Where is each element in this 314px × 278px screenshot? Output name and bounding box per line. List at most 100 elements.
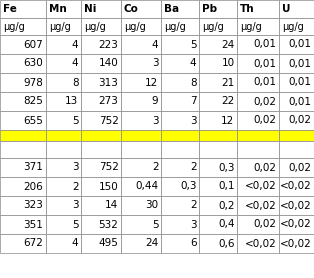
Bar: [121, 18, 161, 35]
Bar: [46, 111, 81, 130]
Text: 3: 3: [72, 163, 78, 173]
Text: 0,01: 0,01: [253, 39, 277, 49]
Bar: [81, 0, 121, 18]
Bar: [161, 215, 199, 234]
Text: Mn: Mn: [49, 4, 67, 14]
Bar: [279, 35, 314, 54]
Text: 206: 206: [24, 182, 44, 192]
Bar: [279, 196, 314, 215]
Text: 351: 351: [24, 220, 44, 230]
Bar: [199, 18, 237, 35]
Text: μg/g: μg/g: [202, 21, 224, 31]
Bar: [161, 196, 199, 215]
Bar: [199, 130, 237, 141]
Bar: [0, 0, 46, 18]
Text: 0,2: 0,2: [218, 200, 235, 210]
Text: 0,02: 0,02: [289, 163, 311, 173]
Text: 22: 22: [221, 96, 235, 106]
Text: 495: 495: [99, 239, 118, 249]
Text: 323: 323: [24, 200, 44, 210]
Bar: [161, 73, 199, 92]
Text: 0,02: 0,02: [253, 96, 277, 106]
Text: 13: 13: [65, 96, 78, 106]
Bar: [279, 215, 314, 234]
Bar: [199, 73, 237, 92]
Bar: [121, 130, 161, 141]
Text: 150: 150: [99, 182, 118, 192]
Bar: [121, 158, 161, 177]
Text: 4: 4: [72, 58, 78, 68]
Bar: [81, 130, 121, 141]
Bar: [46, 18, 81, 35]
Text: 0,02: 0,02: [253, 115, 277, 125]
Bar: [161, 92, 199, 111]
Bar: [279, 141, 314, 158]
Bar: [161, 141, 199, 158]
Text: 2: 2: [72, 182, 78, 192]
Bar: [0, 92, 46, 111]
Bar: [279, 130, 314, 141]
Text: 532: 532: [99, 220, 118, 230]
Text: U: U: [282, 4, 290, 14]
Bar: [279, 158, 314, 177]
Bar: [121, 73, 161, 92]
Bar: [81, 141, 121, 158]
Text: 0,01: 0,01: [253, 78, 277, 88]
Bar: [0, 130, 46, 141]
Text: 9: 9: [152, 96, 159, 106]
Text: <0,02: <0,02: [245, 200, 277, 210]
Text: <0,02: <0,02: [245, 182, 277, 192]
Bar: [121, 141, 161, 158]
Bar: [279, 92, 314, 111]
Bar: [121, 196, 161, 215]
Bar: [0, 18, 46, 35]
Text: 3: 3: [152, 115, 159, 125]
Text: 14: 14: [105, 200, 118, 210]
Bar: [161, 234, 199, 253]
Bar: [121, 54, 161, 73]
Bar: [0, 158, 46, 177]
Bar: [279, 111, 314, 130]
Bar: [199, 177, 237, 196]
Text: 5: 5: [152, 220, 159, 230]
Text: 4: 4: [72, 39, 78, 49]
Bar: [237, 0, 279, 18]
Text: 3: 3: [152, 58, 159, 68]
Text: Ba: Ba: [164, 4, 179, 14]
Bar: [237, 35, 279, 54]
Text: 12: 12: [145, 78, 159, 88]
Text: 273: 273: [99, 96, 118, 106]
Bar: [0, 35, 46, 54]
Bar: [81, 92, 121, 111]
Text: 0,01: 0,01: [289, 78, 311, 88]
Bar: [237, 177, 279, 196]
Bar: [279, 18, 314, 35]
Text: 7: 7: [190, 96, 197, 106]
Text: 5: 5: [72, 220, 78, 230]
Bar: [46, 196, 81, 215]
Text: μg/g: μg/g: [164, 21, 186, 31]
Bar: [237, 130, 279, 141]
Text: 607: 607: [24, 39, 44, 49]
Bar: [46, 158, 81, 177]
Bar: [161, 35, 199, 54]
Text: 0,4: 0,4: [218, 220, 235, 230]
Bar: [199, 0, 237, 18]
Text: μg/g: μg/g: [3, 21, 25, 31]
Text: <0,02: <0,02: [280, 182, 311, 192]
Bar: [121, 92, 161, 111]
Bar: [161, 18, 199, 35]
Bar: [81, 234, 121, 253]
Text: μg/g: μg/g: [84, 21, 106, 31]
Text: Co: Co: [124, 4, 139, 14]
Text: Th: Th: [240, 4, 255, 14]
Bar: [46, 73, 81, 92]
Text: 672: 672: [24, 239, 44, 249]
Text: μg/g: μg/g: [282, 21, 304, 31]
Bar: [161, 54, 199, 73]
Bar: [46, 141, 81, 158]
Text: 2: 2: [190, 163, 197, 173]
Bar: [46, 54, 81, 73]
Text: 0,3: 0,3: [180, 182, 197, 192]
Text: 5: 5: [190, 39, 197, 49]
